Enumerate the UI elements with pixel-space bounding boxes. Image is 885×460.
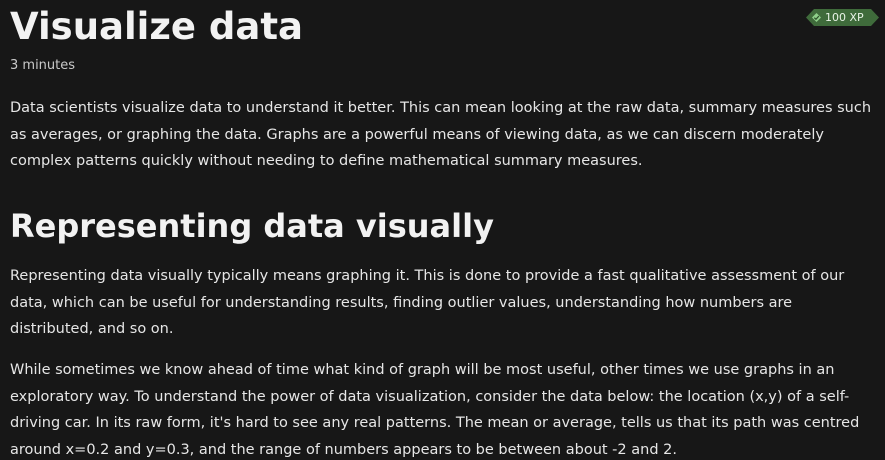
intro-paragraph: Data scientists visualize data to unders… (10, 100, 872, 169)
xp-badge: 100 XP (806, 9, 879, 26)
section-paragraph-1: Representing data visually typically mea… (10, 268, 845, 337)
page-title: Visualize data (10, 5, 303, 48)
xp-diamond-icon (812, 13, 821, 22)
xp-label: 100 XP (825, 11, 864, 24)
section-paragraph-2: While sometimes we know ahead of time wh… (10, 362, 860, 458)
section-heading: Representing data visually (10, 207, 494, 245)
duration-label: 3 minutes (10, 58, 76, 73)
